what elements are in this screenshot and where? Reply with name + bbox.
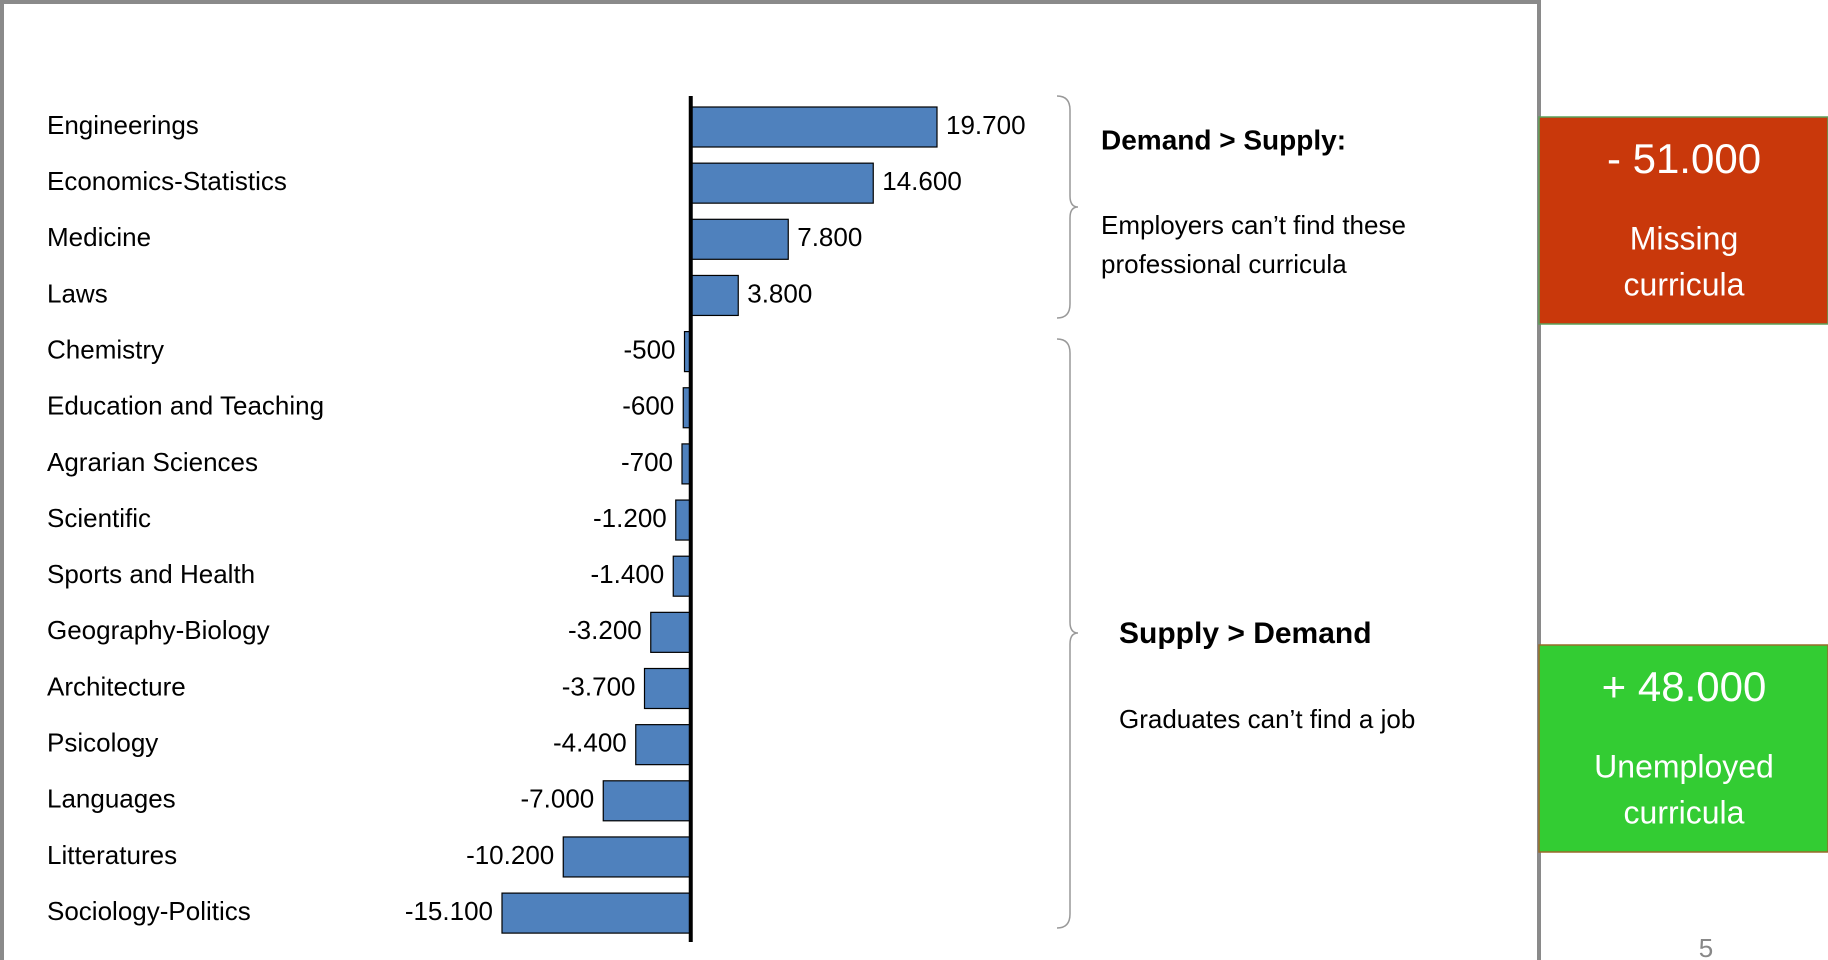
box-background xyxy=(1538,644,1828,853)
annotation-note: Graduates can’t find a job xyxy=(1119,704,1415,734)
value-label: -15.100 xyxy=(405,896,493,926)
bar xyxy=(562,836,692,878)
bar xyxy=(690,106,938,148)
category-label: Economics-Statistics xyxy=(47,166,287,196)
bar xyxy=(675,499,692,541)
value-label: -10.200 xyxy=(466,840,554,870)
brace xyxy=(1056,95,1079,319)
value-label: -600 xyxy=(622,391,674,421)
category-label: Architecture xyxy=(47,671,186,701)
value-label: -3.700 xyxy=(562,671,636,701)
summary-box: + 48.000 Unemployed curricula xyxy=(1538,644,1828,853)
value-label: -500 xyxy=(623,334,675,364)
box-text: curricula xyxy=(1624,794,1745,830)
category-label: Education and Teaching xyxy=(47,391,324,421)
category-label: Geography-Biology xyxy=(47,615,270,645)
box-text: Unemployed xyxy=(1594,748,1774,784)
bar xyxy=(690,162,874,204)
category-label: Scientific xyxy=(47,503,151,533)
category-label: Languages xyxy=(47,784,176,814)
bar xyxy=(643,667,692,710)
value-label: -1.400 xyxy=(591,559,665,589)
summary-box: - 51.000 Missing curricula xyxy=(1538,116,1828,325)
category-label: Agrarian Sciences xyxy=(47,447,258,477)
value-label: -4.400 xyxy=(553,728,627,758)
category-label: Sports and Health xyxy=(47,559,255,589)
annotation-note: professional curricula xyxy=(1101,249,1347,279)
value-label: -7.000 xyxy=(521,784,595,814)
page-number: 5 xyxy=(1699,933,1713,960)
bar xyxy=(690,274,739,317)
value-label: -1.200 xyxy=(593,503,667,533)
box-text: curricula xyxy=(1624,266,1745,302)
category-label: Psicology xyxy=(47,728,158,758)
value-label: 19.700 xyxy=(946,110,1026,140)
category-label: Litteratures xyxy=(47,840,177,870)
value-label: 3.800 xyxy=(747,278,812,308)
bar xyxy=(650,611,692,653)
annotation-title: Demand > Supply: xyxy=(1101,124,1346,155)
bar xyxy=(690,218,789,260)
box-text: Missing xyxy=(1630,220,1738,256)
annotation-title: Supply > Demand xyxy=(1119,617,1372,650)
box-background xyxy=(1538,116,1828,325)
bar xyxy=(635,724,692,766)
category-label: Medicine xyxy=(47,222,151,252)
bar xyxy=(501,892,692,934)
category-label: Engineerings xyxy=(47,110,199,140)
category-label: Laws xyxy=(47,278,108,308)
frame xyxy=(0,0,1541,960)
value-label: -700 xyxy=(621,447,673,477)
box-value: - 51.000 xyxy=(1607,135,1761,182)
value-label: 14.600 xyxy=(882,166,962,196)
box-value: + 48.000 xyxy=(1602,663,1767,710)
value-label: -3.200 xyxy=(568,615,642,645)
category-label: Sociology-Politics xyxy=(47,896,251,926)
bar xyxy=(602,780,692,822)
value-label: 7.800 xyxy=(797,222,862,252)
bar xyxy=(672,555,692,597)
category-label: Chemistry xyxy=(47,334,164,364)
brace xyxy=(1056,338,1079,929)
annotation-note: Employers can’t find these xyxy=(1101,210,1406,240)
